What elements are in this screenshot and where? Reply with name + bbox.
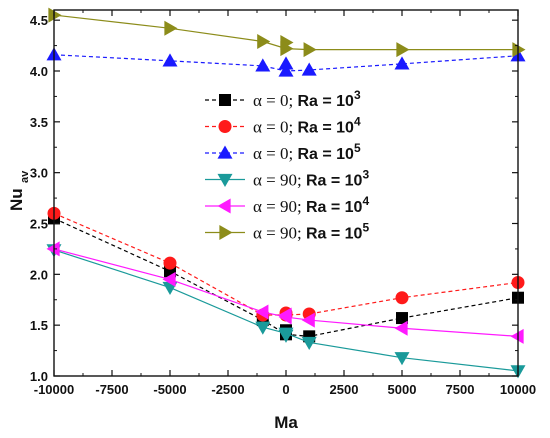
y-axis-title: Nu av	[7, 170, 31, 211]
legend-label: α = 90; Ra = 103	[253, 168, 369, 190]
legend-marker	[219, 225, 233, 240]
legend-marker	[217, 145, 233, 159]
legend-marker	[217, 198, 231, 214]
data-point	[280, 35, 294, 51]
data-point	[278, 329, 294, 343]
series-line	[53, 248, 519, 337]
series-6	[48, 7, 526, 58]
data-point	[303, 42, 317, 58]
legend-label: α = 0; Ra = 105	[253, 141, 361, 163]
legend-label: α = 0; Ra = 103	[253, 88, 361, 110]
y-tick-label: 1.0	[30, 369, 48, 384]
x-tick-label: 5000	[388, 382, 417, 397]
x-tick-label: 7500	[446, 382, 475, 397]
data-point	[278, 307, 292, 323]
legend-entry: α = 90; Ra = 103	[205, 168, 369, 190]
series-5	[46, 241, 524, 344]
data-point	[510, 328, 524, 344]
legend-marker	[218, 120, 232, 133]
data-point	[394, 56, 410, 70]
x-tick-label: 10000	[500, 382, 536, 397]
data-point	[394, 320, 408, 336]
data-point	[396, 312, 408, 325]
y-axis-title-main: Nu	[7, 188, 26, 211]
y-tick-label: 3.5	[30, 115, 48, 130]
data-point	[395, 291, 409, 305]
data-point	[163, 256, 177, 270]
axes: -10000 -7500 -5000 -2500 0 2500 5000 7500 10000 1…	[30, 9, 536, 397]
x-tick-label: -10000	[34, 382, 74, 397]
legend-label: α = 0; Ra = 104	[253, 115, 361, 137]
data-point	[46, 241, 60, 257]
legend-label: α = 90; Ra = 105	[253, 221, 369, 243]
data-point	[48, 7, 62, 23]
data-point	[301, 336, 317, 350]
x-tick-label: 0	[282, 382, 289, 397]
data-point	[162, 53, 178, 67]
x-tick-label: -5000	[153, 382, 186, 397]
legend-entry: α = 0; Ra = 104	[205, 115, 361, 137]
data-point	[301, 312, 315, 328]
data-point	[162, 271, 176, 287]
y-tick-label: 2.0	[30, 267, 48, 282]
data-point	[255, 58, 271, 72]
x-axis-title: Ma	[274, 413, 298, 432]
x-tick-label: -2500	[211, 382, 244, 397]
data-point	[255, 304, 269, 320]
y-axis-title-subscript: av	[19, 170, 31, 183]
y-tick-label: 4.5	[30, 13, 48, 28]
data-point	[301, 62, 317, 76]
data-point	[394, 352, 410, 366]
legend: α = 0; Ra = 103 α = 0; Ra = 104 α = 0; Ra …	[205, 88, 369, 243]
legend-entry: α = 90; Ra = 104	[205, 194, 369, 216]
data-point	[278, 56, 294, 70]
y-tick-label: 4.0	[30, 64, 48, 79]
legend-entry: α = 0; Ra = 103	[205, 88, 361, 110]
data-point	[257, 34, 271, 50]
data-point	[396, 42, 410, 58]
plot-area	[46, 7, 526, 379]
legend-entry: α = 0; Ra = 105	[205, 141, 361, 163]
data-point	[255, 321, 271, 335]
x-tick-label: 2500	[330, 382, 359, 397]
legend-entry: α = 90; Ra = 105	[205, 221, 369, 243]
y-tick-label: 3.0	[30, 166, 48, 181]
data-point	[164, 20, 178, 36]
y-tick-label: 1.5	[30, 318, 48, 333]
y-tick-label: 2.5	[30, 217, 48, 232]
data-point	[278, 63, 294, 77]
legend-marker	[217, 173, 233, 187]
legend-marker	[219, 94, 231, 106]
legend-label: α = 90; Ra = 104	[253, 194, 369, 216]
x-tick-label: -7500	[95, 382, 128, 397]
